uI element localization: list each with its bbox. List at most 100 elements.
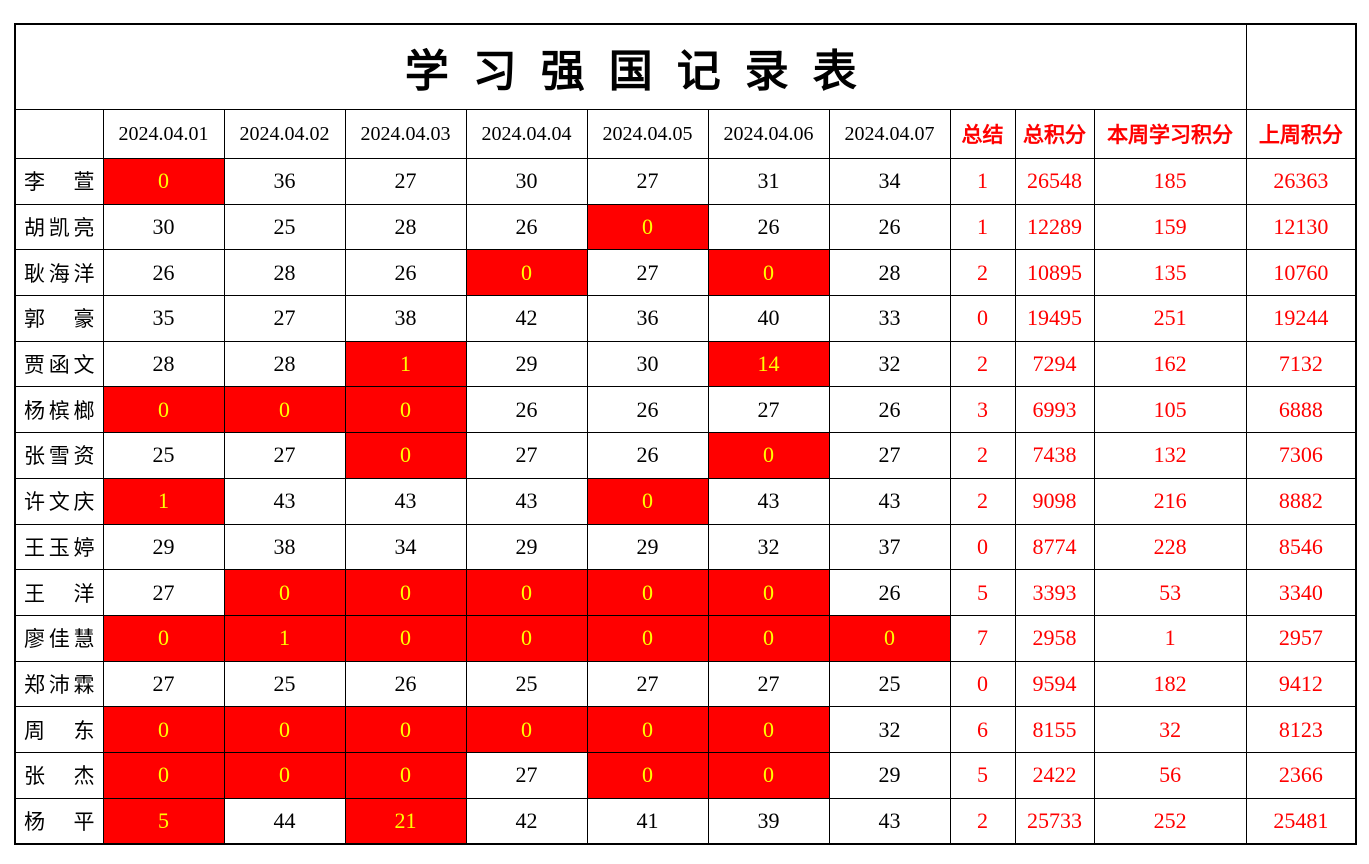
summary-count-cell[interactable]: 7 xyxy=(949,614,1016,662)
day-score-cell[interactable]: 43 xyxy=(828,477,951,525)
last-week-points-cell[interactable]: 8546 xyxy=(1245,523,1357,571)
day-score-cell[interactable]: 26 xyxy=(465,203,588,251)
last-week-points-cell[interactable]: 7132 xyxy=(1245,340,1357,388)
day-score-cell[interactable]: 27 xyxy=(102,660,225,708)
day-score-cell[interactable]: 29 xyxy=(102,523,225,571)
day-score-cell[interactable]: 28 xyxy=(223,249,346,297)
header-date-cell[interactable]: 2024.04.03 xyxy=(344,109,467,159)
day-score-cell[interactable]: 30 xyxy=(102,203,225,251)
week-points-cell[interactable]: 53 xyxy=(1093,569,1247,616)
summary-count-cell[interactable]: 0 xyxy=(949,523,1016,571)
summary-count-cell[interactable]: 2 xyxy=(949,340,1016,388)
week-points-cell[interactable]: 1 xyxy=(1093,614,1247,662)
day-score-cell-missed[interactable]: 1 xyxy=(223,614,346,662)
week-points-cell[interactable]: 135 xyxy=(1093,249,1247,297)
day-score-cell[interactable]: 43 xyxy=(828,797,951,845)
student-name-cell[interactable]: 张雪资 xyxy=(14,432,104,479)
day-score-cell[interactable]: 43 xyxy=(223,477,346,525)
day-score-cell-missed[interactable]: 1 xyxy=(344,340,467,388)
summary-count-cell[interactable]: 2 xyxy=(949,477,1016,525)
student-name-cell[interactable]: 周 东 xyxy=(14,706,104,753)
total-points-cell[interactable]: 10895 xyxy=(1014,249,1095,297)
student-name-cell[interactable]: 廖佳慧 xyxy=(14,614,104,662)
day-score-cell[interactable]: 42 xyxy=(465,295,588,342)
header-last-week-points-cell[interactable]: 上周积分 xyxy=(1245,109,1357,159)
total-points-cell[interactable]: 19495 xyxy=(1014,295,1095,342)
total-points-cell[interactable]: 9594 xyxy=(1014,660,1095,708)
day-score-cell-missed[interactable]: 0 xyxy=(828,614,951,662)
student-name-cell[interactable]: 郑沛霖 xyxy=(14,660,104,708)
day-score-cell-missed[interactable]: 0 xyxy=(586,751,709,799)
day-score-cell[interactable]: 44 xyxy=(223,797,346,845)
day-score-cell-missed[interactable]: 0 xyxy=(465,569,588,616)
day-score-cell[interactable]: 28 xyxy=(102,340,225,388)
last-week-points-cell[interactable]: 9412 xyxy=(1245,660,1357,708)
day-score-cell-missed[interactable]: 0 xyxy=(707,249,830,297)
day-score-cell-missed[interactable]: 14 xyxy=(707,340,830,388)
day-score-cell-missed[interactable]: 0 xyxy=(586,706,709,753)
day-score-cell-missed[interactable]: 0 xyxy=(344,614,467,662)
student-name-cell[interactable]: 耿海洋 xyxy=(14,249,104,297)
day-score-cell[interactable]: 43 xyxy=(465,477,588,525)
day-score-cell[interactable]: 40 xyxy=(707,295,830,342)
last-week-points-cell[interactable]: 7306 xyxy=(1245,432,1357,479)
week-points-cell[interactable]: 159 xyxy=(1093,203,1247,251)
day-score-cell[interactable]: 43 xyxy=(707,477,830,525)
day-score-cell[interactable]: 34 xyxy=(344,523,467,571)
day-score-cell[interactable]: 26 xyxy=(707,203,830,251)
header-date-cell[interactable]: 2024.04.04 xyxy=(465,109,588,159)
student-name-cell[interactable]: 张 杰 xyxy=(14,751,104,799)
day-score-cell[interactable]: 27 xyxy=(586,249,709,297)
day-score-cell[interactable]: 26 xyxy=(586,432,709,479)
day-score-cell[interactable]: 27 xyxy=(344,158,467,205)
day-score-cell[interactable]: 36 xyxy=(586,295,709,342)
day-score-cell-missed[interactable]: 0 xyxy=(344,386,467,434)
total-points-cell[interactable]: 2422 xyxy=(1014,751,1095,799)
day-score-cell-missed[interactable]: 21 xyxy=(344,797,467,845)
day-score-cell[interactable]: 37 xyxy=(828,523,951,571)
day-score-cell[interactable]: 26 xyxy=(102,249,225,297)
day-score-cell[interactable]: 26 xyxy=(465,386,588,434)
day-score-cell[interactable]: 29 xyxy=(586,523,709,571)
summary-count-cell[interactable]: 0 xyxy=(949,295,1016,342)
day-score-cell[interactable]: 26 xyxy=(586,386,709,434)
student-name-cell[interactable]: 郭 豪 xyxy=(14,295,104,342)
total-points-cell[interactable]: 26548 xyxy=(1014,158,1095,205)
day-score-cell[interactable]: 26 xyxy=(344,249,467,297)
day-score-cell[interactable]: 29 xyxy=(828,751,951,799)
day-score-cell[interactable]: 29 xyxy=(465,523,588,571)
summary-count-cell[interactable]: 1 xyxy=(949,158,1016,205)
header-date-cell[interactable]: 2024.04.01 xyxy=(102,109,225,159)
day-score-cell[interactable]: 25 xyxy=(102,432,225,479)
student-name-cell[interactable]: 杨 平 xyxy=(14,797,104,845)
week-points-cell[interactable]: 32 xyxy=(1093,706,1247,753)
header-corner-cell[interactable] xyxy=(14,109,104,159)
header-total-points-cell[interactable]: 总积分 xyxy=(1014,109,1095,159)
day-score-cell-missed[interactable]: 0 xyxy=(586,477,709,525)
summary-count-cell[interactable]: 2 xyxy=(949,432,1016,479)
total-points-cell[interactable]: 8155 xyxy=(1014,706,1095,753)
day-score-cell-missed[interactable]: 1 xyxy=(102,477,225,525)
day-score-cell[interactable]: 26 xyxy=(828,569,951,616)
summary-count-cell[interactable]: 6 xyxy=(949,706,1016,753)
summary-count-cell[interactable]: 5 xyxy=(949,751,1016,799)
day-score-cell-missed[interactable]: 0 xyxy=(344,432,467,479)
day-score-cell[interactable]: 28 xyxy=(828,249,951,297)
day-score-cell-missed[interactable]: 0 xyxy=(465,614,588,662)
week-points-cell[interactable]: 228 xyxy=(1093,523,1247,571)
day-score-cell-missed[interactable]: 0 xyxy=(707,569,830,616)
total-points-cell[interactable]: 3393 xyxy=(1014,569,1095,616)
summary-count-cell[interactable]: 1 xyxy=(949,203,1016,251)
day-score-cell-missed[interactable]: 0 xyxy=(102,751,225,799)
total-points-cell[interactable]: 7294 xyxy=(1014,340,1095,388)
total-points-cell[interactable]: 6993 xyxy=(1014,386,1095,434)
day-score-cell-missed[interactable]: 0 xyxy=(102,614,225,662)
day-score-cell[interactable]: 28 xyxy=(344,203,467,251)
day-score-cell-missed[interactable]: 0 xyxy=(586,203,709,251)
week-points-cell[interactable]: 251 xyxy=(1093,295,1247,342)
day-score-cell[interactable]: 25 xyxy=(465,660,588,708)
day-score-cell[interactable]: 42 xyxy=(465,797,588,845)
student-name-cell[interactable]: 贾函文 xyxy=(14,340,104,388)
last-week-points-cell[interactable]: 25481 xyxy=(1245,797,1357,845)
last-week-points-cell[interactable]: 10760 xyxy=(1245,249,1357,297)
